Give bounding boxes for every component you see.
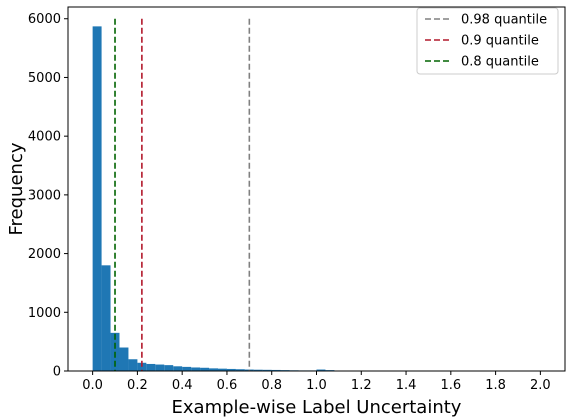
x-axis-label: Example-wise Label Uncertainty: [172, 397, 462, 418]
y-tick-label: 3000: [28, 188, 61, 203]
histogram-bar: [164, 365, 174, 371]
histogram-bar: [253, 369, 263, 371]
legend-box: [416, 7, 559, 75]
histogram-bar: [262, 369, 272, 371]
histogram-bar: [226, 368, 236, 371]
y-tick-label: 1000: [28, 306, 61, 321]
histogram-bar: [155, 364, 165, 371]
y-tick-label: 4000: [28, 130, 61, 145]
y-tick-label: 5000: [28, 71, 61, 86]
histogram-bar: [200, 367, 210, 371]
histogram-bars: [92, 26, 371, 371]
histogram-bar: [92, 26, 102, 371]
x-tick-label: 1.0: [306, 378, 327, 393]
x-tick-label: 0.4: [172, 378, 193, 393]
x-tick-label: 1.4: [396, 378, 417, 393]
x-tick-label: 1.2: [351, 378, 372, 393]
x-tick-label: 0.6: [217, 378, 238, 393]
histogram-bar: [119, 347, 129, 371]
histogram-bar: [101, 265, 111, 371]
histogram-bar: [137, 362, 147, 371]
x-axis-ticks: 0.0 0.2 0.4 0.6 0.8 1.0 1.2 1.4 1.6 1.8 2.0: [82, 371, 551, 393]
histogram-bar: [316, 369, 326, 371]
x-tick-label: 1.6: [440, 378, 461, 393]
legend-entry: 0.98 quantile: [461, 13, 547, 28]
quantile-lines: [114, 18, 251, 371]
y-tick-label: 6000: [28, 12, 61, 27]
histogram-bar: [128, 359, 138, 371]
histogram-bar: [191, 367, 201, 371]
y-axis-label: Frequency: [6, 142, 27, 235]
histogram-bar: [217, 368, 227, 371]
histogram-bar: [271, 369, 281, 371]
y-axis-ticks: 0 1000 2000 3000 4000 5000 6000: [28, 12, 68, 380]
histogram-bar: [235, 369, 245, 371]
x-tick-label: 2.0: [530, 378, 551, 393]
legend-entry: 0.8 quantile: [461, 55, 539, 70]
y-tick-label: 0: [53, 365, 61, 380]
x-tick-label: 0.8: [261, 378, 282, 393]
histogram-bar: [146, 363, 156, 371]
x-tick-label: 0.0: [82, 378, 103, 393]
histogram-bar: [173, 366, 183, 371]
histogram-bar: [209, 368, 218, 371]
y-tick-label: 2000: [28, 247, 61, 262]
x-tick-label: 1.8: [485, 378, 506, 393]
legend-entry: 0.9 quantile: [461, 34, 539, 49]
histogram-bar: [182, 366, 192, 371]
legend: 0.98 quantile 0.9 quantile 0.8 quantile: [416, 7, 559, 75]
x-tick-label: 0.2: [127, 378, 148, 393]
